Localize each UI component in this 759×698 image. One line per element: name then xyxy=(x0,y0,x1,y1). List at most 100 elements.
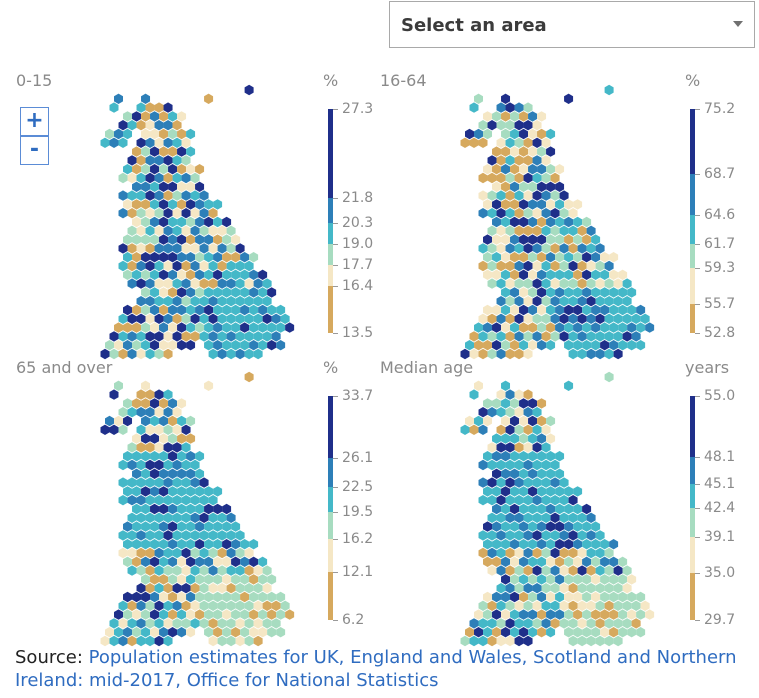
hex-area[interactable] xyxy=(150,111,160,122)
hex-area[interactable] xyxy=(541,155,551,166)
hex-area[interactable] xyxy=(582,539,592,550)
hex-area[interactable] xyxy=(253,278,263,289)
hex-area[interactable] xyxy=(141,234,151,245)
hex-area[interactable] xyxy=(199,618,209,629)
hex-area[interactable] xyxy=(145,260,155,272)
hex-area[interactable] xyxy=(127,442,137,453)
hex-area[interactable] xyxy=(546,503,556,515)
hex-area[interactable] xyxy=(190,477,200,488)
hex-area[interactable] xyxy=(159,252,169,263)
hex-area[interactable] xyxy=(177,234,187,245)
hex-area[interactable] xyxy=(573,609,583,620)
hex-area[interactable] xyxy=(564,503,574,515)
hex-area[interactable] xyxy=(150,627,160,638)
hex-area[interactable] xyxy=(154,208,164,219)
hex-area[interactable] xyxy=(519,451,529,462)
hex-area[interactable] xyxy=(136,243,146,254)
hex-area[interactable] xyxy=(199,583,209,594)
hex-area[interactable] xyxy=(510,451,520,462)
hex-area[interactable] xyxy=(528,627,538,638)
hex-area[interactable] xyxy=(190,296,200,307)
hex-area[interactable] xyxy=(168,252,178,263)
hex-area[interactable] xyxy=(154,296,164,307)
hex-area[interactable] xyxy=(501,322,511,333)
hex-area[interactable] xyxy=(150,128,160,140)
hex-area[interactable] xyxy=(505,243,515,254)
hex-area[interactable] xyxy=(550,243,560,254)
hex-area[interactable] xyxy=(501,128,511,140)
hex-area[interactable] xyxy=(591,556,601,567)
hex-area[interactable] xyxy=(226,530,236,541)
hex-area[interactable] xyxy=(132,322,142,333)
hex-area[interactable] xyxy=(118,348,128,360)
hex-area[interactable] xyxy=(478,331,488,342)
hex-area[interactable] xyxy=(568,331,578,342)
hex-area[interactable] xyxy=(492,398,502,409)
hex-area[interactable] xyxy=(127,512,137,523)
hex-area[interactable] xyxy=(555,199,565,210)
hex-area[interactable] xyxy=(573,322,583,333)
hex-area[interactable] xyxy=(222,269,232,280)
hex-area[interactable] xyxy=(168,287,178,298)
hex-area[interactable] xyxy=(177,269,187,280)
hex-area[interactable] xyxy=(483,322,493,333)
hex-area[interactable] xyxy=(501,521,511,532)
hex-area[interactable] xyxy=(523,583,533,594)
hex-area[interactable] xyxy=(541,530,551,541)
hex-area[interactable] xyxy=(505,190,515,201)
hex-area[interactable] xyxy=(154,225,164,236)
hex-area[interactable] xyxy=(586,618,596,629)
hex-area[interactable] xyxy=(559,225,569,236)
hex-area[interactable] xyxy=(168,468,178,479)
hex-area[interactable] xyxy=(231,234,241,245)
hex-area[interactable] xyxy=(523,155,533,166)
hex-area[interactable] xyxy=(519,627,529,638)
hex-area[interactable] xyxy=(564,627,574,638)
hex-area[interactable] xyxy=(141,486,151,497)
hex-area[interactable] xyxy=(154,260,164,272)
hex-area[interactable] xyxy=(114,627,124,638)
hex-area[interactable] xyxy=(109,424,119,435)
hex-area[interactable] xyxy=(550,313,560,324)
hex-area[interactable] xyxy=(235,260,245,272)
hex-area[interactable] xyxy=(636,340,646,351)
hex-area[interactable] xyxy=(172,459,182,471)
hex-area[interactable] xyxy=(141,503,151,515)
hex-area[interactable] xyxy=(118,495,128,506)
hex-area[interactable] xyxy=(600,556,610,567)
hex-area[interactable] xyxy=(577,243,587,254)
hex-area[interactable] xyxy=(474,415,484,427)
hex-area[interactable] xyxy=(496,102,506,113)
hex-area[interactable] xyxy=(528,322,538,333)
hex-area[interactable] xyxy=(213,556,223,567)
hex-area[interactable] xyxy=(519,322,529,333)
hex-area[interactable] xyxy=(195,591,205,603)
hex-area[interactable] xyxy=(483,539,493,550)
hex-area[interactable] xyxy=(613,565,623,576)
hex-area[interactable] xyxy=(501,556,511,567)
hex-area[interactable] xyxy=(595,348,605,360)
zoom-out-button[interactable]: - xyxy=(20,136,49,165)
hex-area[interactable] xyxy=(118,137,128,148)
hex-area[interactable] xyxy=(118,190,128,201)
hex-area[interactable] xyxy=(240,627,250,638)
hex-area[interactable] xyxy=(186,433,196,444)
hex-area[interactable] xyxy=(159,539,169,550)
hex-area[interactable] xyxy=(154,530,164,541)
hex-area[interactable] xyxy=(541,278,551,289)
hex-area[interactable] xyxy=(177,181,187,192)
hex-area[interactable] xyxy=(267,609,277,620)
hex-area[interactable] xyxy=(487,512,497,523)
hex-area[interactable] xyxy=(555,609,565,620)
hex-area[interactable] xyxy=(240,609,250,620)
hex-area[interactable] xyxy=(145,442,155,453)
hex-area[interactable] xyxy=(483,199,493,210)
hex-area[interactable] xyxy=(249,539,259,550)
hex-area[interactable] xyxy=(609,574,619,585)
hex-area[interactable] xyxy=(546,591,556,603)
hex-area[interactable] xyxy=(249,287,259,298)
hex-area[interactable] xyxy=(141,627,151,638)
hex-area[interactable] xyxy=(546,415,556,427)
hex-area[interactable] xyxy=(168,627,178,638)
hex-area[interactable] xyxy=(483,269,493,280)
